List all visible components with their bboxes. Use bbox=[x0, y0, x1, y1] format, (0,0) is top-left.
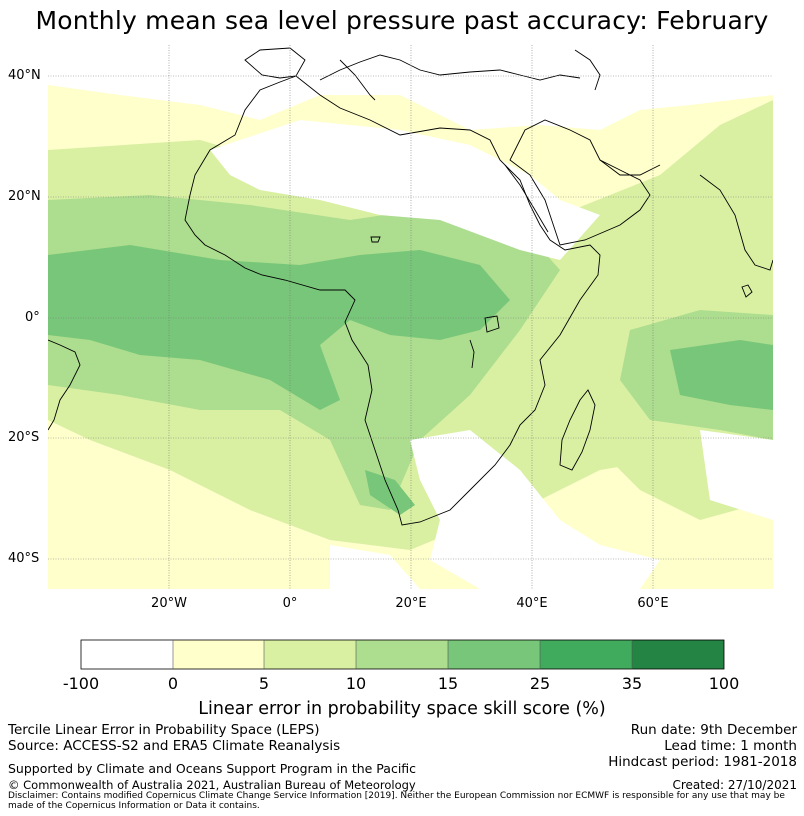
coastline-madagascar bbox=[559, 389, 596, 471]
support-text: Supported by Climate and Oceans Support … bbox=[8, 761, 417, 776]
coastlines bbox=[48, 47, 773, 526]
colorbar-bin-2 bbox=[173, 640, 264, 669]
disclaimer: Disclaimer: Contains modified Copernicus… bbox=[8, 791, 785, 811]
longitude-label-20w: 20°W bbox=[151, 596, 187, 611]
leps-description: Tercile Linear Error in Probability Spac… bbox=[8, 722, 320, 738]
skill-region-15-25 bbox=[48, 245, 510, 410]
colorbar-tick-label: 0 bbox=[167, 674, 179, 693]
longitude-label-20e: 20°E bbox=[395, 596, 427, 611]
longitude-label-60e: 60°E bbox=[637, 596, 669, 611]
longitude-label-40e: 40°E bbox=[516, 596, 548, 611]
hindcast-period: Hindcast period: 1981-2018 bbox=[608, 754, 797, 770]
coastline-india bbox=[699, 174, 773, 271]
chart-title: Monthly mean sea level pressure past acc… bbox=[35, 6, 769, 35]
latitude-label-40s: 40°S bbox=[8, 551, 40, 566]
gridlines bbox=[48, 45, 773, 589]
colorbar-tick-label: 100 bbox=[708, 674, 740, 693]
colorbar-bin-4 bbox=[356, 640, 448, 669]
footer-right-info: Run date: 9th December Lead time: 1 mont… bbox=[608, 722, 797, 770]
coastline-arabia bbox=[509, 119, 651, 246]
latitude-label-0: 0° bbox=[25, 310, 40, 325]
longitude-label-0: 0° bbox=[282, 596, 298, 611]
skill-region-below-0-north-africa bbox=[48, 45, 773, 130]
coastline-africa bbox=[184, 75, 601, 526]
colorbar-bin-7 bbox=[632, 640, 724, 669]
colorbar-label: Linear error in probability space skill … bbox=[198, 699, 606, 719]
coastline-lake-chad bbox=[370, 236, 381, 243]
colorbar-tick-label: 35 bbox=[621, 674, 643, 693]
latitude-label-20s: 20°S bbox=[8, 430, 40, 445]
colorbar-bin-1 bbox=[81, 640, 173, 669]
coastline-caspian bbox=[574, 49, 601, 91]
colorbar-tick-label: -100 bbox=[62, 674, 100, 693]
colorbar-tick-label: 10 bbox=[345, 674, 367, 693]
skill-shading bbox=[48, 45, 773, 589]
skill-region-below-0-east bbox=[700, 430, 773, 520]
latitude-label-20n: 20°N bbox=[8, 189, 41, 204]
colorbar-bin-3 bbox=[264, 640, 356, 669]
coastline-red-sea bbox=[504, 164, 549, 233]
footer-left-info: Tercile Linear Error in Probability Spac… bbox=[8, 722, 340, 754]
run-date: Run date: 9th December bbox=[630, 722, 797, 738]
latitude-label-40n: 40°N bbox=[8, 68, 41, 83]
coastline-south-america bbox=[48, 339, 81, 431]
coastline-sri-lanka bbox=[741, 284, 753, 298]
coastline-iberia bbox=[244, 47, 306, 79]
created-date: Created: 27/10/2021 bbox=[672, 778, 797, 792]
copyright-text: © Commonwealth of Australia 2021, Austra… bbox=[8, 778, 416, 792]
coastline-lake-victoria bbox=[484, 315, 500, 333]
colorbar-bin-6 bbox=[540, 640, 632, 669]
coastline-persian-gulf bbox=[599, 159, 661, 176]
colorbar-tick-label: 5 bbox=[258, 674, 270, 693]
skill-region-below-0-sahara bbox=[210, 120, 600, 260]
colorbar-frame bbox=[80, 639, 725, 670]
skill-region-15-25-east bbox=[670, 340, 773, 410]
colorbar-tick-label: 25 bbox=[529, 674, 551, 693]
colorbar-bin-5 bbox=[448, 640, 540, 669]
skill-region-below-0-south-atlantic bbox=[330, 545, 420, 589]
coastline-mediterranean-north bbox=[319, 54, 581, 81]
coastline-italy bbox=[339, 59, 376, 101]
coastline-lake-tanganyika bbox=[469, 339, 475, 369]
colorbar-tick-label: 15 bbox=[437, 674, 459, 693]
skill-region-below-0-south-indian bbox=[560, 560, 620, 589]
lead-time: Lead time: 1 month bbox=[664, 738, 797, 754]
colorbar bbox=[80, 639, 725, 670]
data-source: Source: ACCESS-S2 and ERA5 Climate Reana… bbox=[8, 738, 341, 754]
skill-region-below-0-southern-africa bbox=[410, 430, 660, 589]
